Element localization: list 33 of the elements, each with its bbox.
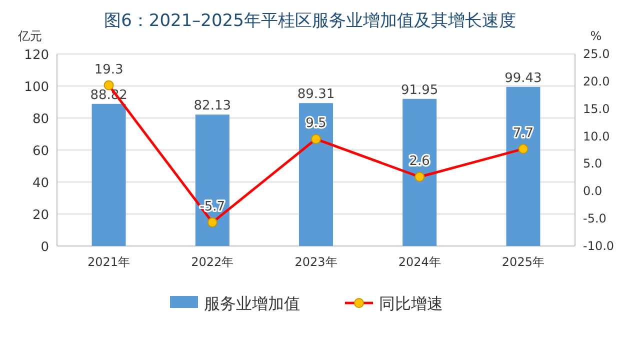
data-label: 91.95: [400, 82, 438, 98]
data-label: 7.7: [512, 126, 534, 141]
y-tick-label: 20: [32, 208, 49, 223]
chart-title: 图6：2021–2025年平桂区服务业增加值及其增长速度: [104, 11, 516, 31]
data-label: 82.13: [194, 98, 232, 114]
data-label: 99.43: [504, 70, 542, 86]
legend-label: 服务业增加值: [204, 294, 300, 313]
y2-tick-label: 10.0: [583, 129, 610, 144]
data-label: 2.6: [409, 154, 430, 169]
data-label: 89.31: [297, 87, 335, 102]
y2-tick-label: -10.0: [583, 239, 614, 253]
data-label: 19.3: [94, 62, 124, 78]
y2-tick-label: 25.0: [583, 47, 610, 61]
x-tick-label: 2025年: [502, 255, 544, 269]
data-label: 9.5: [306, 116, 326, 132]
y-axis-title: 亿元: [17, 29, 42, 43]
y2-tick-label: -5.0: [583, 212, 606, 226]
x-tick-label: 2023年: [294, 255, 338, 269]
y-tick-label: 60: [32, 144, 49, 159]
y-tick-label: 0: [40, 240, 49, 255]
y-tick-label: 80: [32, 112, 49, 127]
y-tick-label: 40: [32, 176, 49, 191]
y2-tick-label: 0.0: [583, 184, 602, 198]
y2-tick-label: 15.0: [583, 102, 610, 116]
y-tick-label: 120: [24, 48, 49, 63]
x-tick-label: 2024年: [398, 255, 441, 269]
legend-label: 同比增速: [379, 294, 443, 313]
y2-tick-label: 5.0: [583, 156, 602, 171]
x-tick-label: 2021年: [88, 255, 130, 269]
x-tick-label: 2022年: [191, 255, 234, 269]
y2-tick-label: 20.0: [583, 74, 610, 88]
y-tick-label: 100: [24, 80, 49, 95]
y2-axis-title: %: [590, 29, 602, 43]
